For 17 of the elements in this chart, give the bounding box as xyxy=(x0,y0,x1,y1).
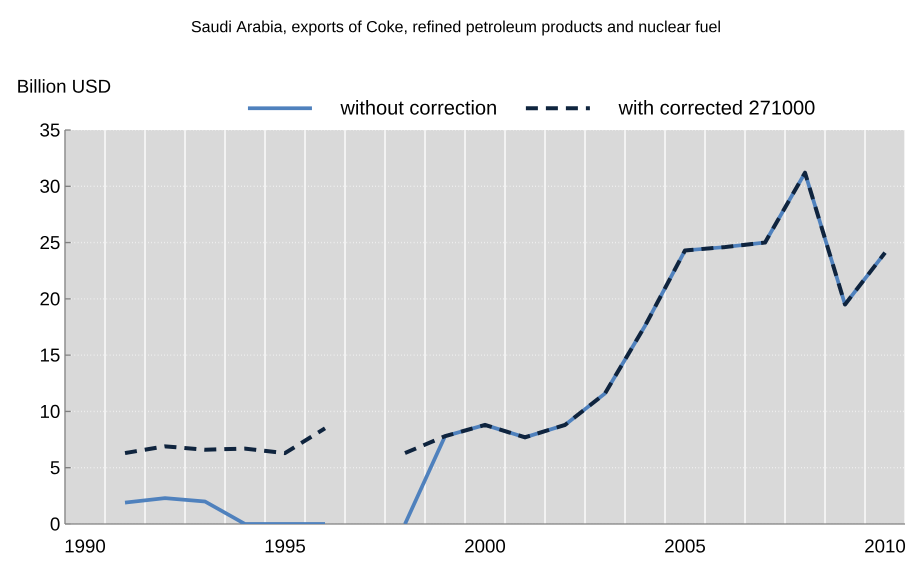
chart-title: Saudi Arabia, exports of Coke, refined petroleum products and nuclear fuel xyxy=(192,20,720,36)
y-tick-label: 25 xyxy=(40,236,60,250)
y-tick-label: 20 xyxy=(40,292,60,306)
x-tick-label: 2000 xyxy=(465,539,506,553)
y-tick-label: 15 xyxy=(40,348,60,362)
x-tick-label: 2010 xyxy=(865,539,906,553)
x-tick-label: 1995 xyxy=(266,539,305,553)
legend-label: with corrected 271000 xyxy=(618,100,815,115)
y-tick-label: 0 xyxy=(50,517,60,531)
y-tick-label: 5 xyxy=(50,461,60,474)
legend-label: without correction xyxy=(340,100,496,115)
x-tick-label: 1990 xyxy=(66,539,106,553)
y-tick-label: 35 xyxy=(40,123,60,137)
x-tick-label: 2005 xyxy=(665,539,705,553)
y-tick-label: 10 xyxy=(40,404,60,418)
y-tick-label: 30 xyxy=(40,180,60,193)
y-axis-title: Billion USD xyxy=(18,79,110,93)
